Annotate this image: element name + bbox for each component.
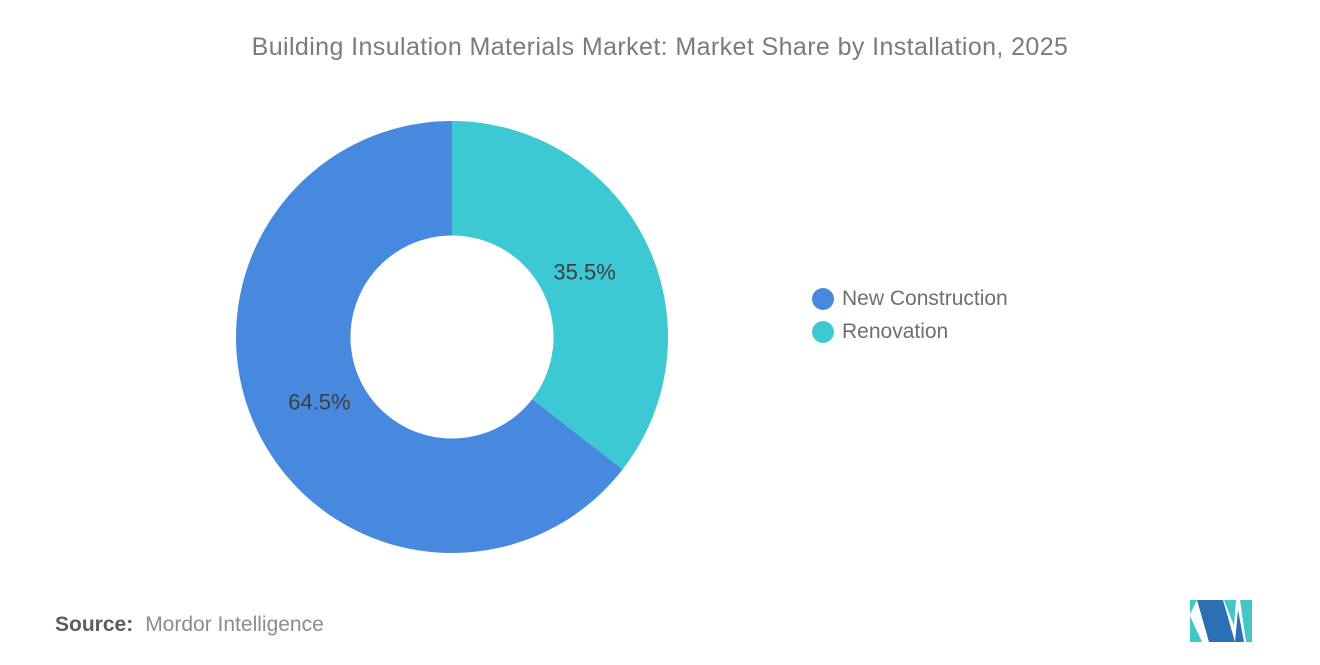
donut-segment-renovation[interactable]: [452, 121, 668, 470]
legend-item-renovation[interactable]: Renovation: [812, 315, 1008, 348]
logo-shape: [1240, 600, 1252, 642]
mordor-intelligence-logo: [1190, 600, 1252, 642]
logo-shape: [1197, 600, 1235, 642]
logo-shape: [1190, 600, 1197, 614]
source-line: Source: Mordor Intelligence: [55, 613, 324, 637]
legend-marker-icon: [812, 287, 834, 310]
legend-label: New Construction: [842, 286, 1008, 310]
source-value: Mordor Intelligence: [145, 613, 324, 636]
legend: New Construction Renovation: [812, 282, 1008, 348]
legend-item-new-construction[interactable]: New Construction: [812, 282, 1008, 315]
logo-shape: [1235, 610, 1244, 642]
logo-shape: [1224, 600, 1236, 626]
data-label-renovation: 35.5%: [553, 260, 615, 285]
legend-marker-icon: [812, 320, 834, 343]
source-label: Source:: [55, 613, 134, 636]
chart-title: Building Insulation Materials Market: Ma…: [251, 33, 1069, 61]
data-label-new-construction: 64.5%: [288, 390, 350, 415]
logo-shape: [1190, 616, 1202, 642]
legend-label: Renovation: [842, 319, 949, 343]
donut-segment-new-construction[interactable]: [235, 121, 623, 553]
